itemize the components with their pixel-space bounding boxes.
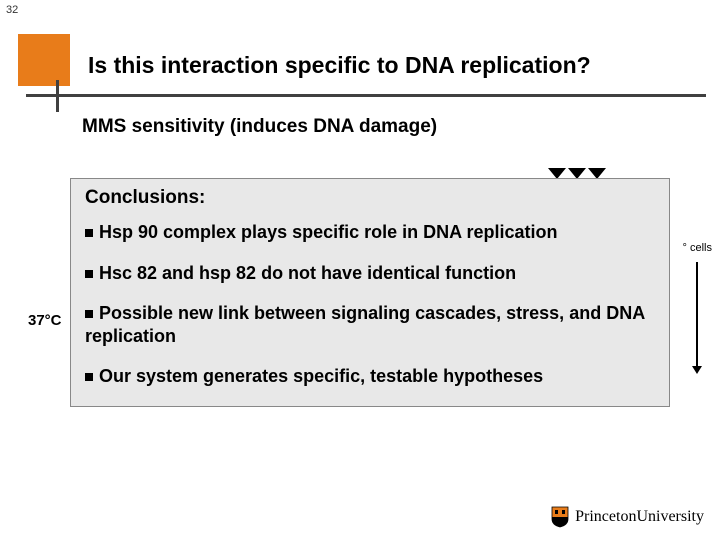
subtitle: MMS sensitivity (induces DNA damage) [82, 116, 437, 138]
conclusion-text: Hsc 82 and hsp 82 do not have identical … [99, 263, 516, 283]
conclusion-text: Possible new link between signaling casc… [85, 303, 645, 346]
conclusions-heading: Conclusions: [85, 187, 655, 209]
conclusion-item: Hsp 90 complex plays specific role in DN… [85, 221, 655, 244]
bullet-icon [85, 229, 93, 237]
conclusion-text: Hsp 90 complex plays specific role in DN… [99, 222, 557, 242]
logo-text: PrincetonUniversity [575, 508, 704, 526]
conclusion-item: Our system generates specific, testable … [85, 365, 655, 388]
cells-label: ° cells [683, 242, 712, 254]
header-tick [56, 80, 59, 112]
shield-icon [551, 506, 569, 528]
bullet-icon [85, 310, 93, 318]
conclusions-panel: Conclusions: Hsp 90 complex plays specif… [70, 178, 670, 407]
header-underline [26, 94, 706, 97]
temperature-label: 37°C [28, 312, 62, 329]
conclusion-item: Possible new link between signaling casc… [85, 302, 655, 347]
bullet-icon [85, 373, 93, 381]
page-number: 32 [6, 4, 18, 16]
page-title: Is this interaction specific to DNA repl… [88, 52, 591, 79]
down-arrow-icon [696, 262, 698, 372]
conclusion-text: Our system generates specific, testable … [99, 366, 543, 386]
conclusion-item: Hsc 82 and hsp 82 do not have identical … [85, 262, 655, 285]
bullet-icon [85, 270, 93, 278]
header-accent-square [18, 34, 70, 86]
princeton-logo: PrincetonUniversity [551, 506, 704, 528]
